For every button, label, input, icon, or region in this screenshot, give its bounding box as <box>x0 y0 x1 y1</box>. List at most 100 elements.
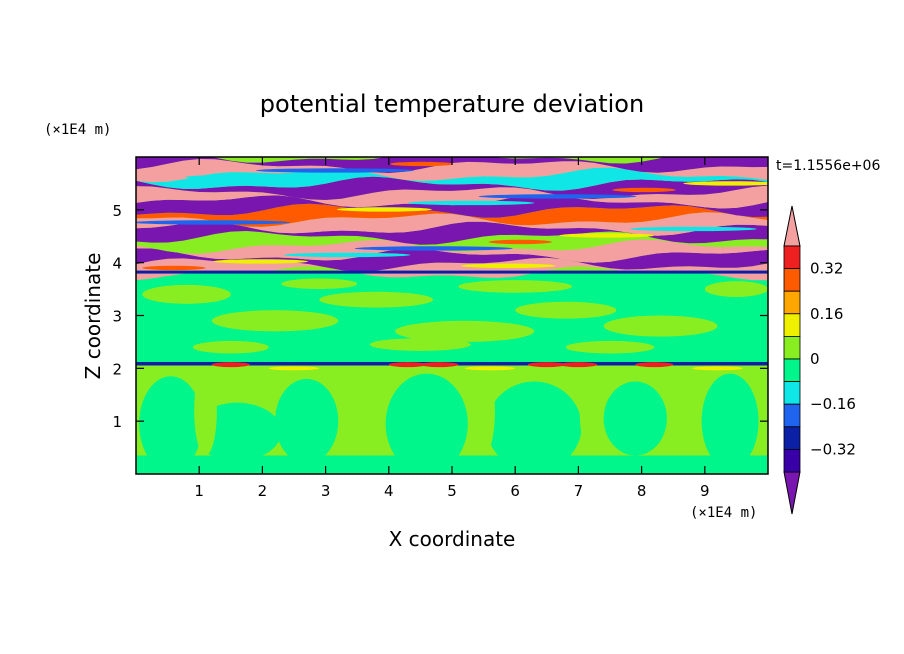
x-axis-ticks: 1 2 3 4 5 6 7 8 9 <box>194 157 710 500</box>
y-tick-label: 4 <box>112 255 122 273</box>
upper-band <box>136 194 768 218</box>
x-tick-label: 5 <box>447 482 457 500</box>
inversion-warm-spot <box>635 362 674 368</box>
inversion-yellow-spot <box>268 366 320 371</box>
x-tick-label: 7 <box>574 482 584 500</box>
upper-layer-bands <box>136 157 768 281</box>
upper-streak <box>488 239 552 245</box>
colorbar-segment <box>783 290 801 315</box>
upper-band <box>136 157 768 173</box>
colorbar-segment <box>783 448 801 473</box>
upper-base-line <box>136 270 768 274</box>
upper-band <box>136 176 768 200</box>
cell-plume <box>194 365 217 456</box>
x-tick-label: 1 <box>194 482 204 500</box>
inversion-warm-spot <box>527 362 566 368</box>
inversion-yellow-spot <box>464 366 516 371</box>
lower-convective-cells <box>136 365 768 474</box>
inversion-warm-spot <box>211 362 250 368</box>
mid-patch <box>565 340 655 354</box>
inversion-warm-spot <box>559 362 598 368</box>
colorbar-segment <box>783 426 801 450</box>
upper-band <box>136 203 768 227</box>
mid-layer-patches <box>136 273 768 364</box>
y-unit-label: (×1E4 m) <box>44 122 111 138</box>
colorbar-segment <box>783 381 801 405</box>
upper-band <box>136 212 768 236</box>
cell-negative <box>701 373 759 469</box>
upper-streak <box>612 187 676 193</box>
upper-streak <box>407 200 535 206</box>
upper-streak <box>283 252 411 258</box>
mid-patch <box>704 281 768 298</box>
x-tick-label: 9 <box>700 482 710 500</box>
cell-plume <box>352 365 375 456</box>
y-tick-label: 2 <box>112 360 122 378</box>
inversion-warm-spot <box>388 362 427 368</box>
y-axis-ticks: 1 2 3 4 5 <box>112 202 768 431</box>
upper-streak <box>256 168 415 173</box>
cell-plume <box>472 365 495 456</box>
colorbar-tick-label: 0 <box>810 350 820 368</box>
cell-negative <box>385 373 468 474</box>
inversion-warm-spot <box>420 362 459 368</box>
upper-band <box>136 167 768 191</box>
colorbar-segment <box>783 268 801 292</box>
mid-patch <box>142 284 231 304</box>
colorbar-extend-bottom <box>783 471 801 515</box>
upper-band <box>136 239 768 263</box>
mid-patch <box>458 280 573 293</box>
cell-negative <box>139 376 203 472</box>
x-tick-label: 8 <box>637 482 647 500</box>
colorbar-segment <box>783 358 801 383</box>
chart-title: potential temperature deviation <box>260 90 644 118</box>
mid-patch <box>395 320 535 342</box>
y-tick-label: 3 <box>112 308 122 326</box>
upper-band <box>136 248 768 272</box>
upper-streak <box>336 207 432 212</box>
inversion-yellow-spot <box>692 366 743 371</box>
x-tick-label: 4 <box>384 482 394 500</box>
colorbar-segment <box>783 245 801 270</box>
y-tick-label: 1 <box>112 413 122 431</box>
cell-negative <box>275 378 339 464</box>
time-label: t=1.1556e+06 <box>776 158 880 174</box>
cell-negative <box>486 381 582 472</box>
upper-streak <box>478 194 637 199</box>
cell-plume <box>579 365 603 456</box>
upper-streak <box>390 161 454 167</box>
upper-streak <box>460 263 556 268</box>
y-tick-label: 5 <box>112 202 122 220</box>
mid-patch <box>281 278 358 290</box>
upper-band <box>136 257 768 281</box>
upper-band <box>136 185 768 209</box>
mid-patch <box>211 310 339 332</box>
colorbar-tick-label: 0.32 <box>810 260 843 278</box>
x-tick-label: 3 <box>321 482 331 500</box>
upper-streak <box>354 246 513 251</box>
upper-streak <box>142 265 206 271</box>
upper-band <box>136 221 768 245</box>
upper-streak <box>630 226 757 232</box>
upper-streak <box>559 233 655 238</box>
mid-patch <box>515 301 617 319</box>
colorbar: 0.32 0.16 0 −0.16 −0.32 <box>783 205 856 515</box>
mid-patch <box>603 315 718 337</box>
y-axis-label: Z coordinate <box>81 253 105 380</box>
cell-bottom-band <box>136 455 768 474</box>
mid-patch <box>319 291 434 308</box>
x-tick-label: 2 <box>258 482 268 500</box>
x-unit-label: (×1E4 m) <box>690 505 757 521</box>
colorbar-segment <box>783 335 801 360</box>
cell-plume <box>668 365 691 456</box>
upper-band <box>136 159 768 183</box>
colorbar-segment <box>783 403 801 428</box>
cell-negative <box>603 381 667 456</box>
plot-area <box>136 157 768 474</box>
mid-patch <box>369 338 471 351</box>
colorbar-tick-label: −0.16 <box>810 395 856 413</box>
mid-patch <box>192 340 269 354</box>
inversion-layer-line <box>136 361 768 371</box>
upper-streak <box>213 259 308 264</box>
